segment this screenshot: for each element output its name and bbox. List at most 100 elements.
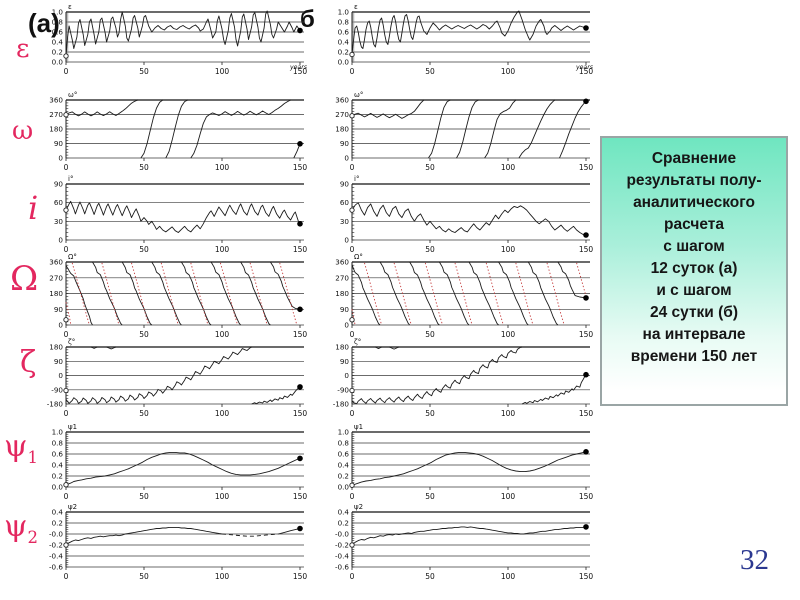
svg-text:0: 0 <box>64 245 69 254</box>
page-number: 32 <box>740 544 769 576</box>
svg-text:60: 60 <box>340 198 350 207</box>
svg-text:0.0: 0.0 <box>338 483 350 492</box>
svg-text:0.6: 0.6 <box>52 450 64 459</box>
svg-text:0: 0 <box>350 492 355 501</box>
svg-text:100: 100 <box>215 67 230 76</box>
svg-text:50: 50 <box>139 245 149 254</box>
svg-text:0.2: 0.2 <box>52 472 63 481</box>
svg-text:50: 50 <box>425 492 435 501</box>
svg-text:-0.0: -0.0 <box>49 530 63 539</box>
svg-text:100: 100 <box>215 330 230 339</box>
svg-text:50: 50 <box>425 163 435 172</box>
svg-text:100: 100 <box>501 67 516 76</box>
svg-text:90: 90 <box>340 139 350 148</box>
svg-text:50: 50 <box>425 330 435 339</box>
svg-text:50: 50 <box>425 67 435 76</box>
svg-text:0: 0 <box>350 67 355 76</box>
row-label-epsilon: ε <box>16 34 30 64</box>
svg-text:ψ1: ψ1 <box>68 423 77 431</box>
caption-text: Сравнение результаты полу- аналитическог… <box>626 150 762 365</box>
chart-p1-b: 0.0 0.2 0.4 0.6 0.8 1.0 0 50 100 150 ψ1 <box>322 420 594 512</box>
svg-text:Ω°: Ω° <box>354 253 363 261</box>
svg-text:-0.4: -0.4 <box>335 552 349 561</box>
svg-text:90: 90 <box>340 180 350 189</box>
svg-text:150: 150 <box>579 330 594 339</box>
chart-Om-a: 0 90 180 270 360 0 50 100 150 Ω° <box>36 250 308 350</box>
svg-text:100: 100 <box>501 163 516 172</box>
svg-text:-0.6: -0.6 <box>49 563 63 572</box>
svg-text:ζ°: ζ° <box>68 338 75 346</box>
svg-text:0: 0 <box>64 67 69 76</box>
svg-text:150: 150 <box>293 492 308 501</box>
svg-text:360: 360 <box>335 258 349 267</box>
svg-text:1.0: 1.0 <box>52 8 64 17</box>
svg-text:0.8: 0.8 <box>52 439 64 448</box>
svg-text:150: 150 <box>579 492 594 501</box>
svg-text:0: 0 <box>58 236 63 245</box>
svg-text:0: 0 <box>350 409 355 418</box>
svg-text:100: 100 <box>501 330 516 339</box>
svg-text:0: 0 <box>344 236 349 245</box>
svg-text:180: 180 <box>49 343 63 352</box>
svg-text:100: 100 <box>215 245 230 254</box>
svg-text:0.4: 0.4 <box>338 508 350 517</box>
svg-text:150: 150 <box>579 572 594 581</box>
svg-text:0: 0 <box>350 330 355 339</box>
svg-text:ζ°: ζ° <box>354 338 361 346</box>
svg-text:90: 90 <box>340 357 350 366</box>
svg-text:100: 100 <box>215 492 230 501</box>
svg-text:360: 360 <box>335 96 349 105</box>
svg-text:0.0: 0.0 <box>338 58 350 67</box>
svg-text:-0.2: -0.2 <box>49 541 63 550</box>
svg-text:ψ1: ψ1 <box>354 423 363 431</box>
row-label-inclination: i <box>28 189 39 227</box>
row-label-psi2: ψ2 <box>4 509 39 547</box>
svg-text:180: 180 <box>49 125 63 134</box>
svg-text:0.6: 0.6 <box>338 28 350 37</box>
svg-text:0: 0 <box>350 245 355 254</box>
svg-text:-90: -90 <box>337 385 349 394</box>
svg-text:360: 360 <box>49 258 63 267</box>
svg-text:0.4: 0.4 <box>338 38 350 47</box>
svg-text:-90: -90 <box>51 385 63 394</box>
svg-text:150: 150 <box>293 67 308 76</box>
svg-text:30: 30 <box>340 217 350 226</box>
svg-text:ψ2: ψ2 <box>68 503 77 511</box>
svg-text:0.8: 0.8 <box>338 439 350 448</box>
svg-text:270: 270 <box>335 273 349 282</box>
chart-om-a: 0 90 180 270 360 0 50 100 150 ω° <box>36 88 308 183</box>
chart-om-b: 0 90 180 270 360 0 50 100 150 ω° <box>322 88 594 183</box>
svg-text:0.2: 0.2 <box>338 519 349 528</box>
svg-text:-180: -180 <box>47 400 64 409</box>
svg-text:50: 50 <box>425 572 435 581</box>
svg-text:ω°: ω° <box>68 91 77 99</box>
svg-text:ε: ε <box>68 3 72 11</box>
svg-text:0.2: 0.2 <box>338 48 349 57</box>
svg-text:1.0: 1.0 <box>338 428 350 437</box>
svg-text:90: 90 <box>340 305 350 314</box>
svg-text:30: 30 <box>54 217 64 226</box>
chart-p2-a: -0.6 -0.4 -0.2 -0.0 0.2 0.4 0 50 100 150 ψ2 <box>36 500 308 592</box>
svg-text:150: 150 <box>293 163 308 172</box>
svg-text:150: 150 <box>293 572 308 581</box>
svg-text:90: 90 <box>54 139 64 148</box>
svg-text:100: 100 <box>215 163 230 172</box>
svg-text:50: 50 <box>139 163 149 172</box>
svg-text:0: 0 <box>344 154 349 163</box>
svg-text:-0.0: -0.0 <box>335 530 349 539</box>
svg-text:1.0: 1.0 <box>52 428 64 437</box>
svg-text:-180: -180 <box>333 400 350 409</box>
chart-i-a: 0 30 60 90 0 50 100 150 i° <box>36 172 308 265</box>
svg-text:150: 150 <box>293 245 308 254</box>
caption-box: Сравнение результаты полу- аналитическог… <box>600 136 788 406</box>
svg-text:50: 50 <box>139 67 149 76</box>
svg-text:150: 150 <box>579 409 594 418</box>
svg-text:years: years <box>289 64 308 71</box>
svg-text:180: 180 <box>335 125 349 134</box>
svg-text:0.6: 0.6 <box>52 28 64 37</box>
svg-text:0: 0 <box>64 409 69 418</box>
chart-ze-b: -180 -90 0 90 180 0 50 100 150 ζ° <box>322 335 594 429</box>
svg-text:100: 100 <box>501 409 516 418</box>
svg-text:0: 0 <box>64 330 69 339</box>
svg-text:ψ2: ψ2 <box>354 503 363 511</box>
